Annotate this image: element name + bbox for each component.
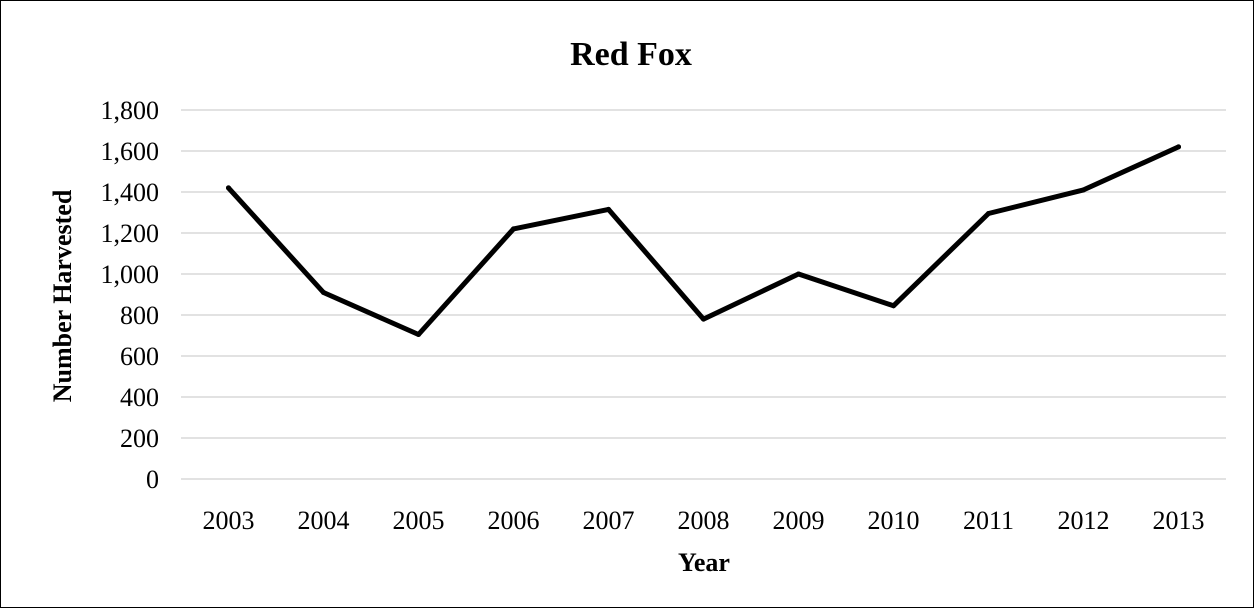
y-tick-label: 1,800: [101, 96, 160, 125]
x-axis-ticks: 2003 2004 2005 2006 2007 2008 2009 2010 2011 2012…: [203, 506, 1205, 535]
x-tick-label: 2008: [678, 506, 730, 535]
data-point: [891, 303, 896, 309]
data-point: [796, 271, 801, 277]
x-tick-label: 2011: [963, 506, 1014, 535]
data-point: [1176, 144, 1181, 150]
data-point: [606, 206, 611, 212]
x-tick-label: 2013: [1153, 506, 1205, 535]
chart-title: Red Fox: [570, 36, 692, 73]
y-tick-label: 0: [146, 465, 159, 494]
y-axis-label: Number Harvested: [48, 189, 77, 402]
data-point: [986, 211, 991, 217]
data-point: [416, 331, 421, 337]
y-tick-label: 800: [120, 301, 159, 330]
x-tick-label: 2010: [868, 506, 920, 535]
x-tick-label: 2003: [203, 506, 255, 535]
y-tick-label: 600: [120, 342, 159, 371]
y-tick-label: 400: [120, 383, 159, 412]
x-tick-label: 2004: [298, 506, 350, 535]
x-tick-label: 2007: [583, 506, 635, 535]
y-tick-label: 1,200: [101, 219, 160, 248]
y-axis-ticks: 0 200 400 600 800 1,000 1,200 1,400 1,600 1,800: [101, 96, 160, 494]
series-group: [226, 144, 1181, 337]
x-tick-label: 2005: [393, 506, 445, 535]
x-tick-label: 2006: [488, 506, 540, 535]
x-axis-label: Year: [678, 548, 730, 577]
data-point: [701, 316, 706, 322]
data-point: [1081, 187, 1086, 193]
data-point: [511, 226, 516, 232]
x-tick-label: 2009: [773, 506, 825, 535]
y-tick-label: 1,000: [101, 260, 160, 289]
y-tick-label: 200: [120, 424, 159, 453]
data-point: [226, 185, 231, 191]
x-tick-label: 2012: [1058, 506, 1110, 535]
series-line: [226, 144, 1181, 337]
gridlines: [181, 109, 1226, 480]
y-tick-label: 1,400: [101, 178, 160, 207]
y-tick-label: 1,600: [101, 137, 160, 166]
data-point: [321, 289, 326, 295]
